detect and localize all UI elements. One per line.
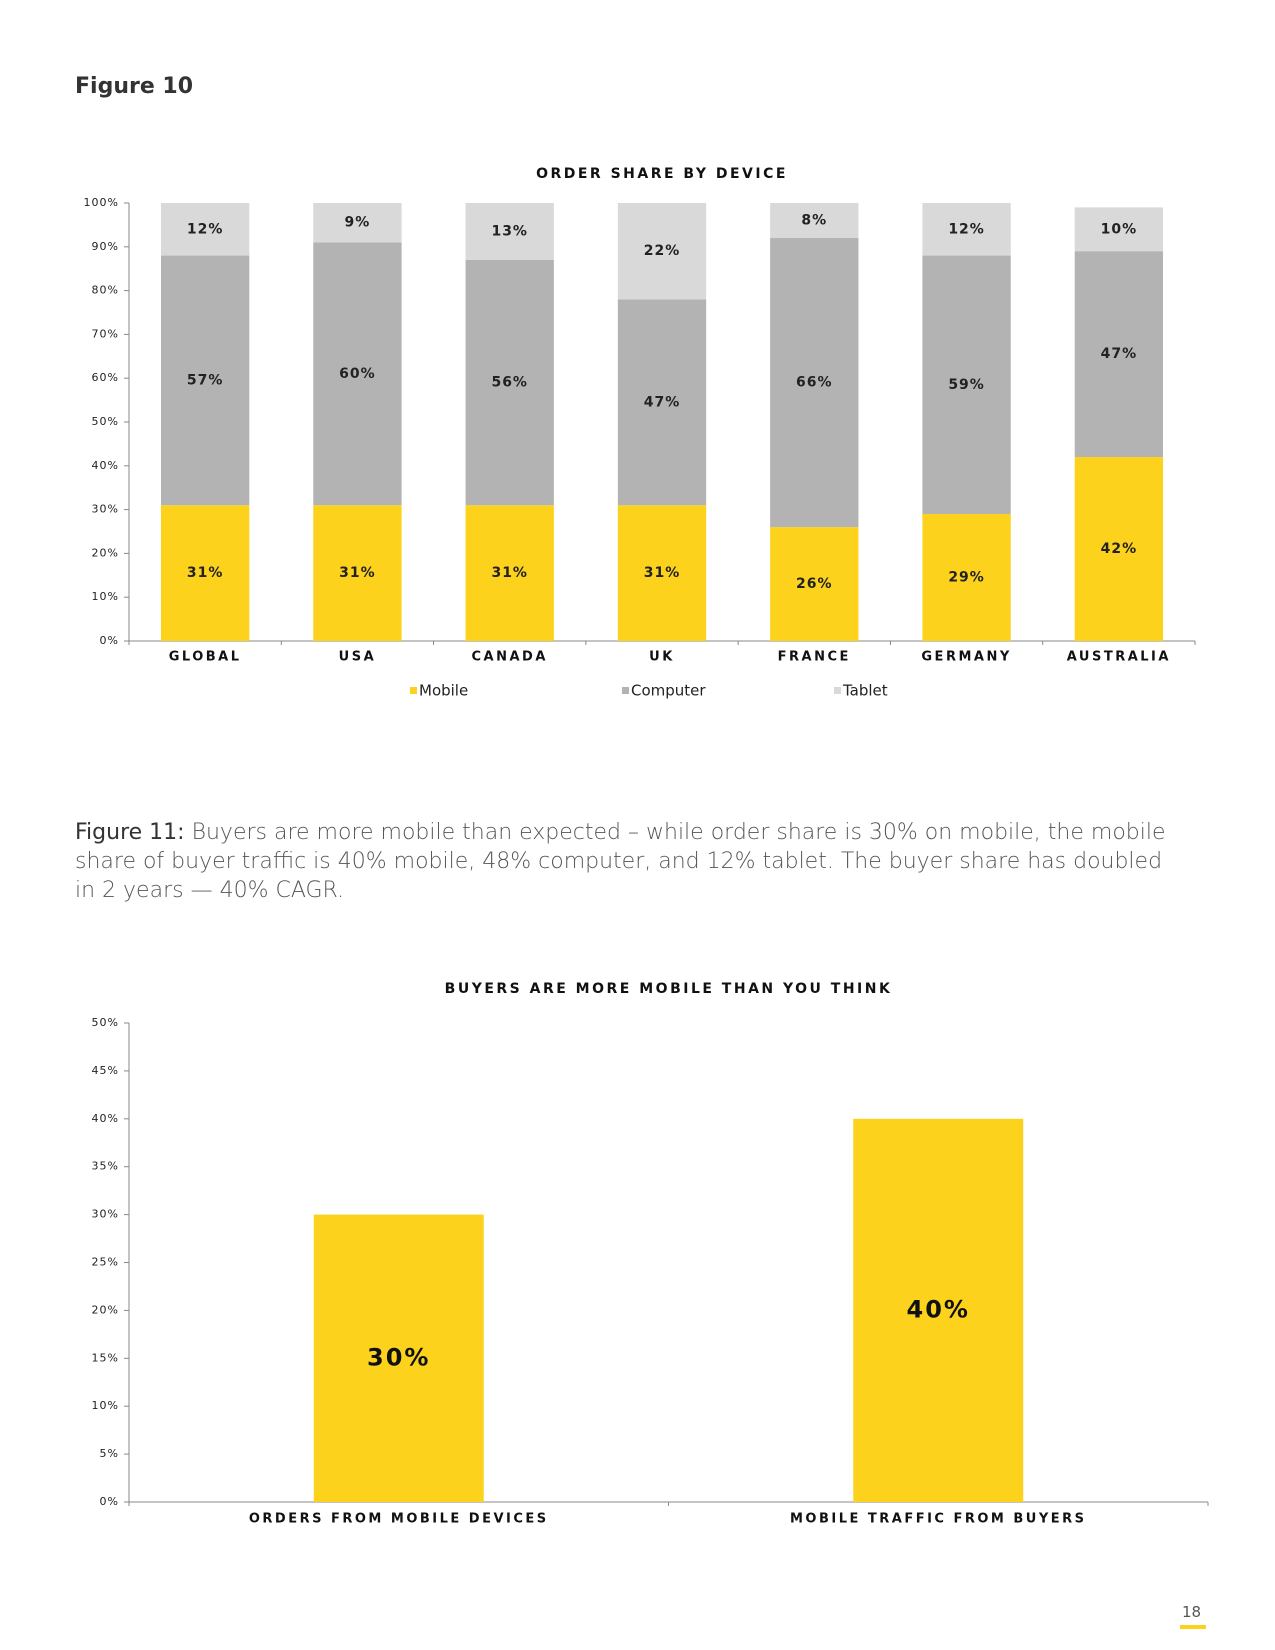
bar-segment <box>313 505 402 641</box>
value-label: 9% <box>345 215 371 231</box>
value-label: 10% <box>1101 221 1138 237</box>
y-tick-label: 10% <box>92 590 119 603</box>
bar-segment <box>160 203 250 256</box>
value-label: 31% <box>187 565 224 581</box>
bar-segment <box>465 203 554 260</box>
value-label: 47% <box>1101 346 1138 362</box>
bar-segment <box>922 203 1011 256</box>
legend-label: Mobile <box>419 682 468 700</box>
bar-segment <box>922 255 1011 514</box>
bar-segment <box>770 238 859 528</box>
y-tick-label: 40% <box>92 1112 119 1125</box>
y-tick-label: 20% <box>92 1303 119 1316</box>
y-tick-label: 5% <box>100 1447 119 1460</box>
value-label: 60% <box>339 366 376 382</box>
y-tick-label: 25% <box>92 1256 119 1269</box>
y-tick-label: 15% <box>92 1351 119 1364</box>
y-tick-label: 80% <box>92 284 119 297</box>
y-tick-label: 70% <box>92 327 119 340</box>
value-label: 26% <box>796 576 833 592</box>
page-number-underline <box>1180 1625 1206 1629</box>
bar-segment <box>160 505 250 641</box>
bar-segment <box>1074 251 1164 458</box>
bar <box>313 1214 484 1502</box>
bar-segment <box>770 203 859 239</box>
y-tick-label: 10% <box>92 1399 119 1412</box>
y-tick-label: 100% <box>84 196 119 209</box>
bar-segment <box>617 505 707 641</box>
value-label: 42% <box>1101 541 1138 557</box>
bar <box>853 1118 1024 1502</box>
y-tick-label: 0% <box>100 634 119 647</box>
caption-label: Figure 11: <box>75 820 185 845</box>
legend-label: Tablet <box>842 682 888 700</box>
y-tick-label: 35% <box>92 1160 119 1173</box>
caption: Figure 11: Buyers are more mobile than e… <box>75 818 1175 905</box>
page-number: 18 <box>1182 1603 1202 1621</box>
value-label: 22% <box>644 243 681 259</box>
bar-segment <box>313 203 402 243</box>
value-label: 12% <box>948 221 985 237</box>
value-label: 31% <box>491 565 528 581</box>
bar-segment <box>617 299 707 506</box>
value-label: 47% <box>644 394 681 410</box>
x-tick-label: FRANCE <box>778 650 851 665</box>
legend-swatch <box>834 687 841 694</box>
y-tick-label: 50% <box>92 1016 119 1029</box>
legend-label: Computer <box>631 682 706 700</box>
chart-title: ORDER SHARE BY DEVICE <box>536 166 788 182</box>
caption-text: Buyers are more mobile than expected – w… <box>75 820 1166 903</box>
x-tick-label: USA <box>339 650 376 665</box>
value-label: 66% <box>796 375 833 391</box>
chart-title: BUYERS ARE MORE MOBILE THAN YOU THINK <box>445 981 893 997</box>
y-tick-label: 20% <box>92 546 119 559</box>
bar-segment <box>617 203 707 300</box>
value-label: 57% <box>187 372 224 388</box>
bar-segment <box>313 242 402 506</box>
x-tick-label: GERMANY <box>921 650 1011 665</box>
bar-segment <box>1074 457 1164 641</box>
x-tick-label: AUSTRALIA <box>1067 650 1171 665</box>
value-label: 31% <box>644 565 681 581</box>
value-label: 31% <box>339 565 376 581</box>
x-tick-label: ORDERS FROM MOBILE DEVICES <box>249 1512 549 1527</box>
x-tick-label: MOBILE TRAFFIC FROM BUYERS <box>790 1512 1087 1527</box>
value-label: 30% <box>367 1343 430 1371</box>
value-label: 8% <box>801 213 827 229</box>
x-tick-label: CANADA <box>472 650 548 665</box>
x-tick-label: UK <box>649 650 675 665</box>
value-label: 59% <box>948 377 985 393</box>
y-tick-label: 50% <box>92 415 119 428</box>
y-tick-label: 90% <box>92 240 119 253</box>
y-tick-label: 60% <box>92 371 119 384</box>
y-tick-label: 45% <box>92 1064 119 1077</box>
y-tick-label: 0% <box>100 1495 119 1508</box>
y-tick-label: 40% <box>92 459 119 472</box>
value-label: 13% <box>491 223 528 239</box>
value-label: 56% <box>491 375 528 391</box>
bar-segment <box>465 259 554 506</box>
bar-segment <box>1074 207 1164 252</box>
bar-segment <box>922 513 1011 641</box>
bar-segment <box>770 527 859 641</box>
x-tick-label: GLOBAL <box>169 650 242 665</box>
value-label: 29% <box>948 569 985 585</box>
bar-segment <box>465 505 554 641</box>
legend-swatch <box>622 687 629 694</box>
legend-swatch <box>410 687 417 694</box>
heading: Figure 10 <box>75 74 194 99</box>
y-tick-label: 30% <box>92 1208 119 1221</box>
value-label: 40% <box>907 1295 970 1323</box>
bar-segment <box>160 255 250 506</box>
value-label: 12% <box>187 221 224 237</box>
y-tick-label: 30% <box>92 503 119 516</box>
